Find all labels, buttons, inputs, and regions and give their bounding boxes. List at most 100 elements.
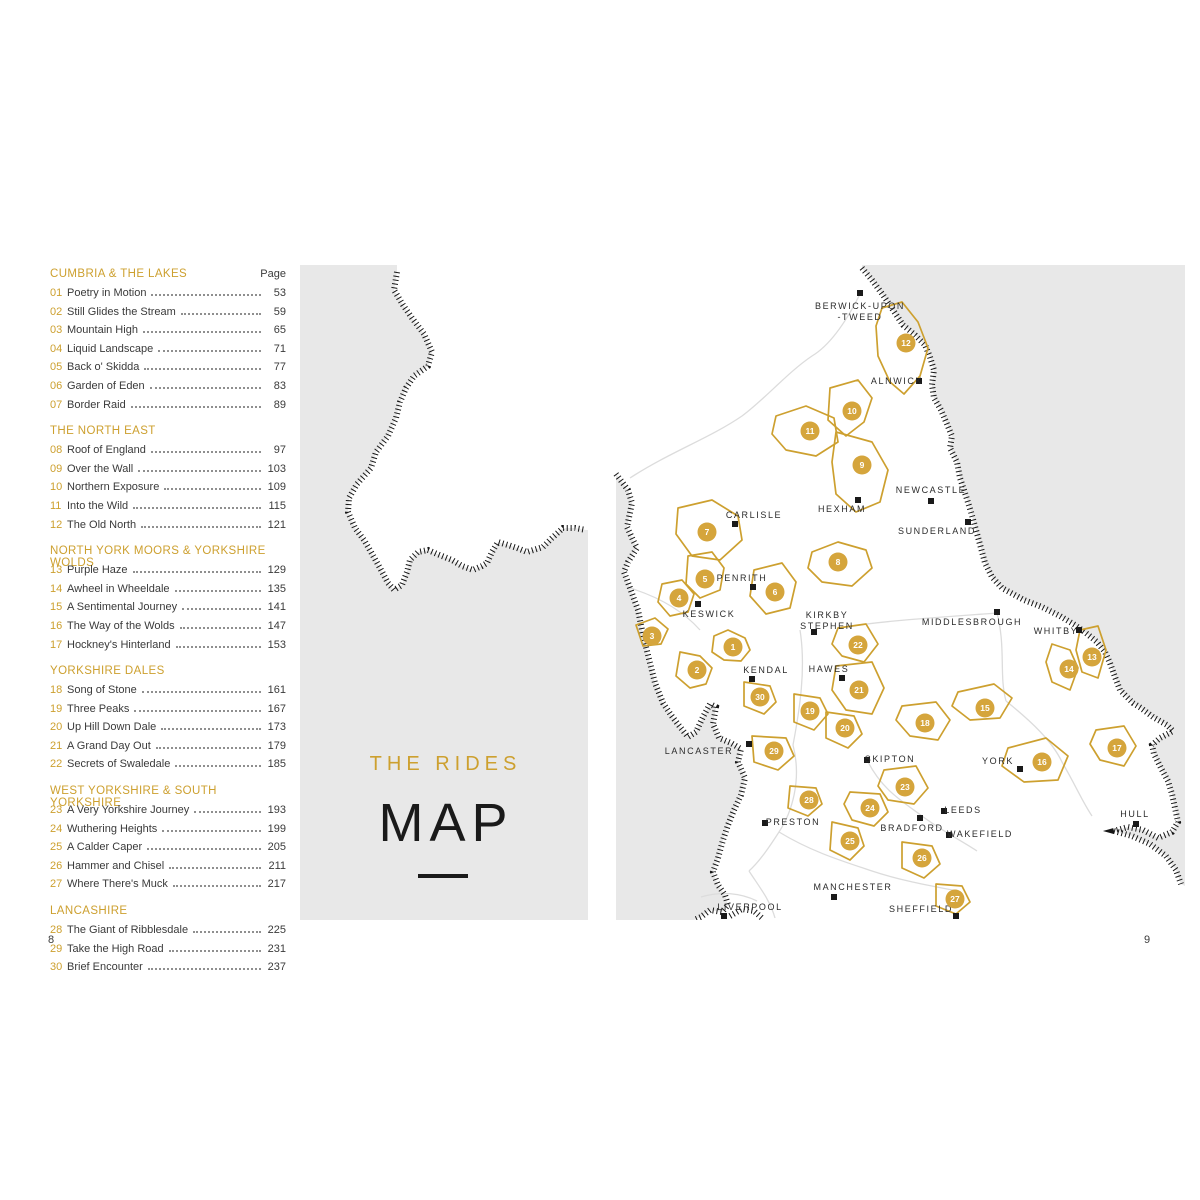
toc-item: 15 A Sentimental Journey 141 [50, 601, 286, 620]
ride-marker-number: 19 [805, 706, 815, 716]
toc-item: 11 Into the Wild 115 [50, 500, 286, 519]
toc-item: 25 A Calder Caper 205 [50, 841, 286, 860]
ride-page-number: 65 [273, 324, 286, 337]
dotted-leader [168, 949, 261, 952]
city-label: HULL [1120, 809, 1149, 819]
city-label: KESWICK [683, 609, 736, 619]
ride-number: 09 [50, 462, 63, 475]
ride-number: 08 [50, 444, 63, 457]
ride-number: 19 [50, 702, 63, 715]
city-marker: KESWICK [683, 601, 736, 619]
ride-circle-icon [860, 798, 880, 818]
ride-marker: 20 [835, 718, 855, 738]
ride-page-number: 121 [267, 518, 286, 531]
ride-marker: 11 [800, 421, 820, 441]
ride-number: 16 [50, 619, 63, 632]
ride-page-number: 161 [267, 684, 286, 697]
city-square-icon [855, 497, 861, 503]
ride-number: 29 [50, 942, 63, 955]
ride-circle-icon [642, 626, 662, 646]
toc-item: 10 Northern Exposure 109 [50, 481, 286, 500]
city-square-icon [695, 601, 701, 607]
dotted-leader [138, 469, 261, 472]
ride-title: Awheel in Wheeldale [67, 582, 170, 595]
ride-title: Brief Encounter [67, 961, 143, 974]
dotted-leader [161, 728, 261, 731]
dotted-leader [147, 848, 261, 851]
ride-title: Up Hill Down Dale [67, 721, 157, 734]
ride-title: Poetry in Motion [67, 287, 147, 299]
toc-section-header: YORKSHIRE DALES [50, 665, 165, 678]
toc-section: WEST YORKSHIRE & SOUTH YORKSHIRE 23 A Very… [50, 785, 286, 897]
ride-title: A Grand Day Out [67, 739, 151, 752]
ride-marker-number: 26 [917, 853, 927, 863]
city-marker: BRADFORD [880, 815, 942, 833]
city-label: HEXHAM [818, 504, 866, 514]
dotted-leader [175, 765, 261, 768]
ride-circle-icon [1107, 738, 1127, 758]
ride-page-number: 141 [267, 601, 286, 614]
toc-item: 13 Purple Haze 129 [50, 564, 286, 583]
ride-number: 28 [50, 924, 63, 937]
dotted-leader [155, 746, 261, 749]
ride-marker: 14 [1059, 659, 1079, 679]
city-label: LEEDS [944, 805, 982, 815]
ride-circle-icon [915, 713, 935, 733]
toc-item: 28 The Giant of Ribblesdale 225 [50, 924, 286, 943]
ride-marker-number: 8 [836, 557, 841, 567]
ride-number: 05 [50, 361, 63, 374]
dotted-leader [147, 968, 261, 971]
city-square-icon [721, 913, 727, 919]
table-of-contents: CUMBRIA & THE LAKES Page 01 Poetry in Motio… [50, 268, 286, 988]
ride-number: 15 [50, 601, 63, 614]
dotted-leader [179, 626, 261, 629]
ride-circle-icon [764, 741, 784, 761]
ride-marker-number: 23 [900, 782, 910, 792]
ride-page-number: 59 [273, 305, 286, 318]
ride-marker: 26 [912, 848, 932, 868]
toc-item: 20 Up Hill Down Dale 173 [50, 721, 286, 740]
toc-item: 27 Where There's Muck 217 [50, 878, 286, 897]
toc-item: 22 Secrets of Swaledale 185 [50, 758, 286, 777]
city-label: WAKEFIELD [947, 829, 1013, 839]
ride-marker: 12 [896, 333, 916, 353]
city-marker: LIVERPOOL [717, 902, 781, 919]
ride-marker-number: 14 [1064, 664, 1074, 674]
city-marker: LANCASTER [665, 741, 752, 756]
ride-number: 12 [50, 518, 63, 531]
city-label: PRESTON [766, 817, 821, 827]
ride-marker: 19 [800, 701, 820, 721]
ride-marker-number: 22 [853, 640, 863, 650]
dotted-leader [133, 506, 261, 509]
city-marker: WHITBY [1034, 626, 1082, 636]
ride-title: Garden of Eden [67, 379, 145, 392]
ride-marker-number: 21 [854, 685, 864, 695]
centre-title-block: THE RIDES MAP [330, 753, 556, 878]
city-label: MANCHESTER [813, 882, 892, 892]
city-label: NEWCASTLE [896, 485, 966, 495]
coastline-north-west [613, 472, 749, 920]
ride-marker-number: 16 [1037, 757, 1047, 767]
kicker-text: THE RIDES [369, 753, 522, 775]
ride-page-number: 211 [268, 859, 286, 872]
city-square-icon [749, 676, 755, 682]
toc-item: 26 Hammer and Chisel 211 [50, 860, 286, 879]
city-marker: KENDAL [743, 665, 787, 682]
city-label: SHEFFIELD [889, 904, 953, 914]
ride-number: 26 [50, 859, 63, 872]
ride-marker-number: 9 [860, 460, 865, 470]
ride-markers: 1234567891011121314151617181920212223242… [642, 333, 1127, 909]
city-markers: BERWICK-UPON-TWEED ALNWICK NEWCASTLE HEXHAM… [665, 290, 1149, 919]
toc-section: LANCASHIRE 28 The Giant of Ribblesdale 225 2… [50, 905, 286, 980]
ride-marker-number: 28 [804, 795, 814, 805]
ride-title: Over the Wall [67, 462, 134, 475]
ride-circle-icon [912, 848, 932, 868]
ride-title: Hockney's Hinterland [67, 638, 171, 651]
ride-number: 25 [50, 841, 63, 854]
sea-irish [616, 474, 745, 920]
city-square-icon [953, 913, 959, 919]
ride-marker: 18 [915, 713, 935, 733]
city-square-icon [994, 609, 1000, 615]
ride-marker-number: 25 [845, 836, 855, 846]
city-marker: NEWCASTLE [896, 485, 966, 504]
